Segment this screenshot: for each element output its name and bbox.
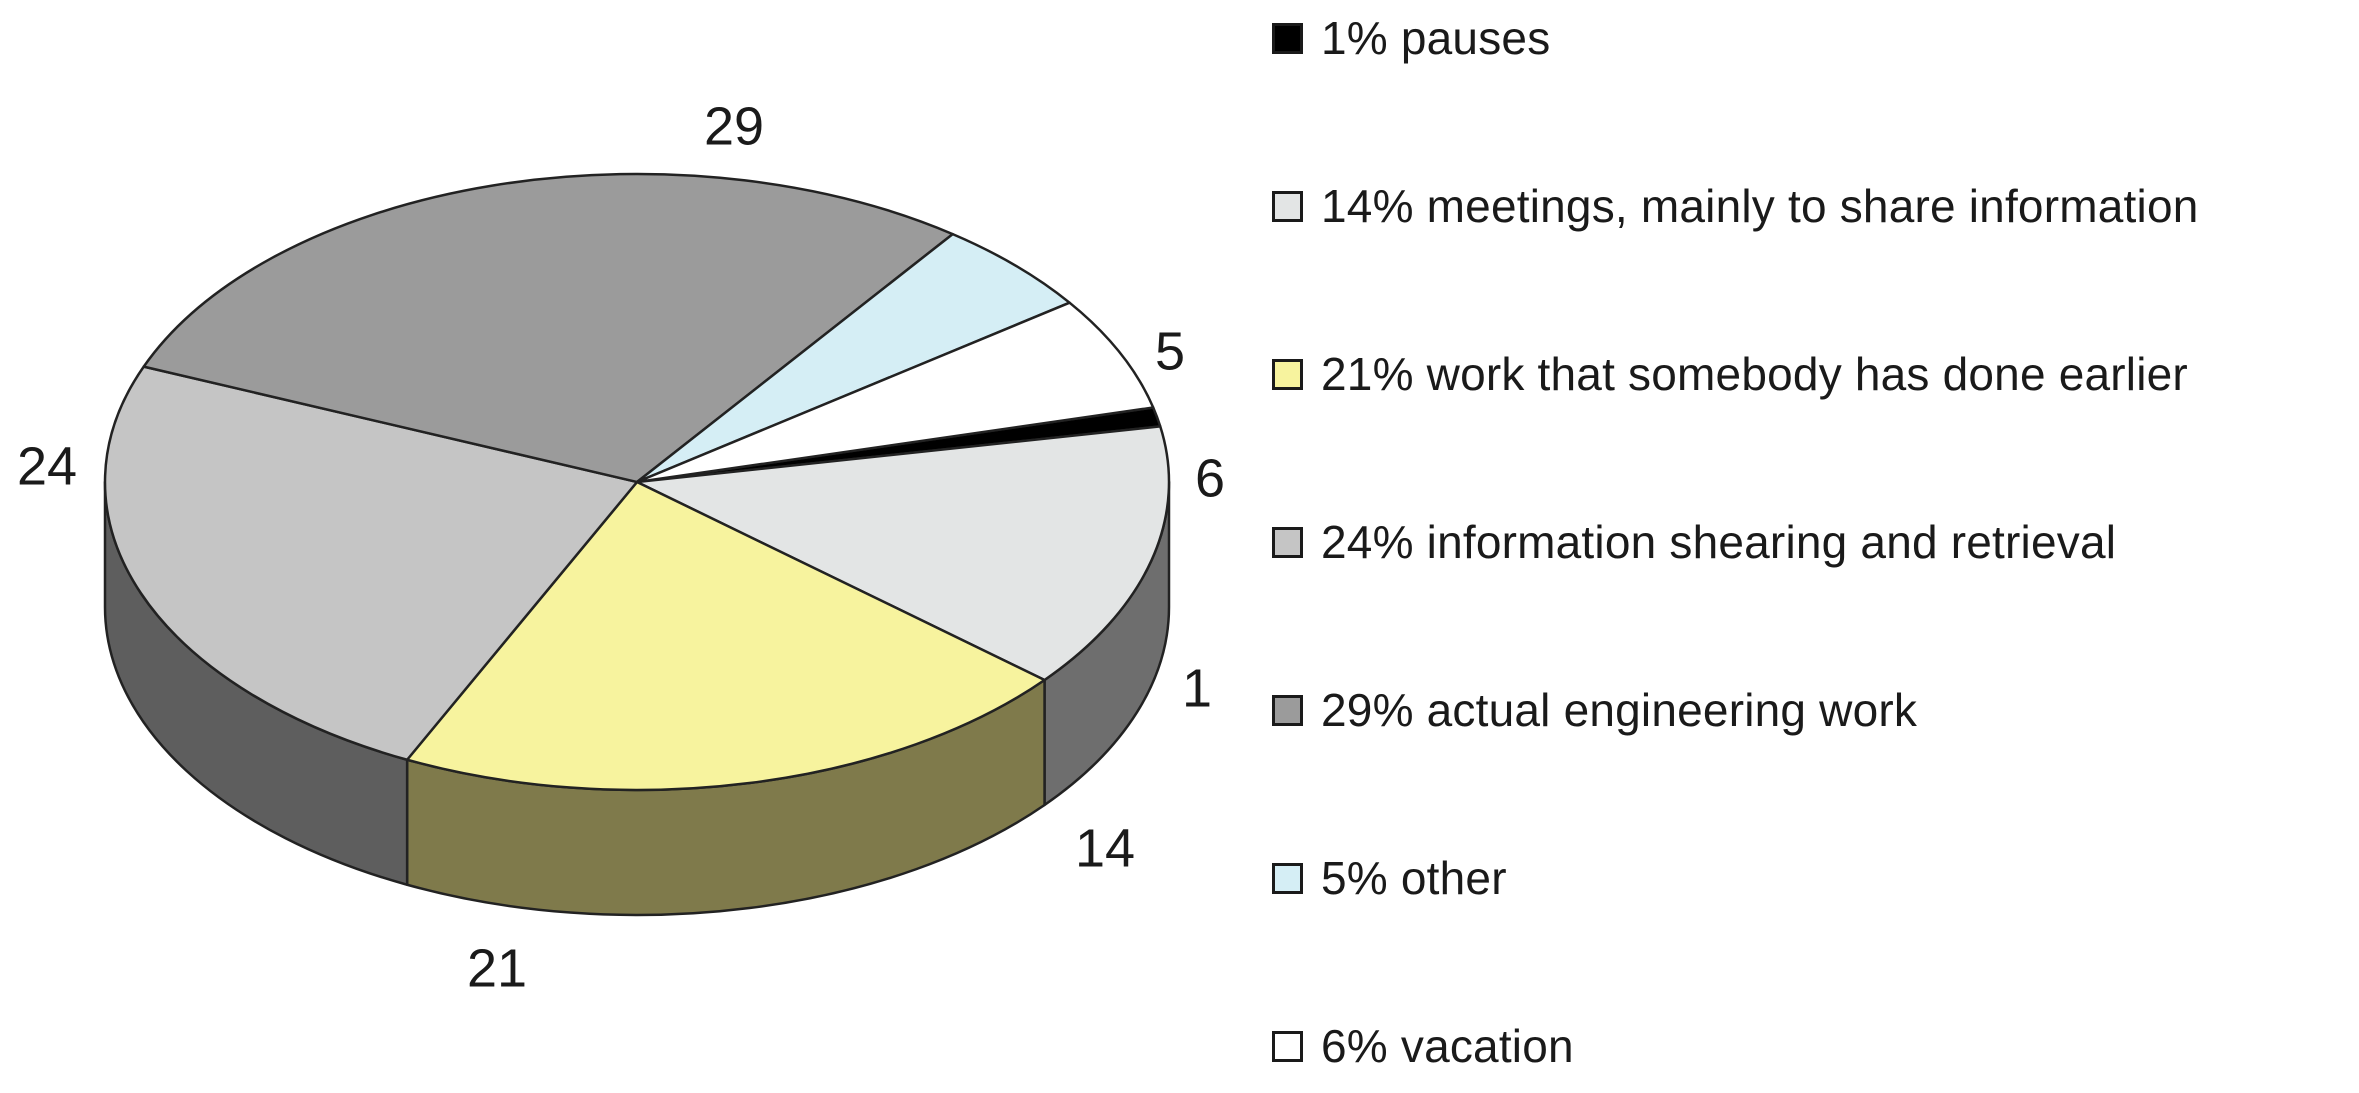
legend-item-vacation: 6% vacation [1272,1016,1574,1076]
legend-swatch [1272,22,1303,54]
pie-top [103,172,1171,792]
pie-slice [635,232,1071,484]
pie-slice [405,480,1046,792]
legend-swatch [1272,694,1303,726]
legend-item-earlier-work: 21% work that somebody has done earlier [1272,344,2188,404]
pie-value-label: 24 [17,436,77,496]
legend-item-information-sharing: 24% information shearing and retrieval [1272,512,2116,572]
legend-item-pauses: 1% pauses [1272,8,1550,68]
legend-label: 24% information shearing and retrieval [1321,516,2117,568]
pie-slice [635,301,1155,484]
legend-label: 21% work that somebody has done earlier [1321,348,2188,400]
legend-item-other: 5% other [1272,848,1507,908]
legend-swatch [1272,1030,1303,1062]
pie-value-label: 14 [1075,818,1135,878]
pie-slice [635,425,1171,682]
legend-item-engineering-work: 29% actual engineering work [1272,680,1917,740]
pie-slice [142,172,954,484]
legend-swatch [1272,862,1303,894]
legend-swatch [1272,190,1303,222]
legend-label: 14% meetings, mainly to share informatio… [1321,180,2199,232]
pie-slice [103,365,639,762]
legend-label: 29% actual engineering work [1321,684,1918,736]
pie-value-label: 29 [704,96,764,156]
pie-value-labels: 1 14 21 24 29 5 6 [17,96,1225,998]
pie-value-label: 1 [1182,658,1212,718]
legend-label: 5% other [1321,852,1507,904]
pie-value-label: 5 [1155,321,1185,381]
legend-label: 6% vacation [1321,1020,1574,1072]
pie-value-label: 6 [1195,448,1225,508]
legend-swatch [1272,526,1303,558]
pie-value-label: 21 [467,938,527,998]
legend-swatch [1272,358,1303,390]
legend-label: 1% pauses [1321,12,1551,64]
legend-item-meetings: 14% meetings, mainly to share informatio… [1272,176,2199,236]
legend: 1% pauses 14% meetings, mainly to share … [1272,0,2352,1093]
